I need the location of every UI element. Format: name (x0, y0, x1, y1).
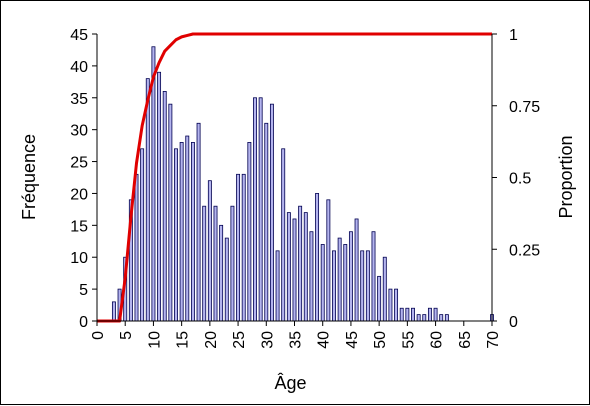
right-tick-label: 1 (509, 27, 518, 44)
bar-age-12 (162, 91, 167, 322)
bar-age-9 (145, 78, 150, 322)
right-tick-label: 0.75 (509, 99, 540, 116)
bar-age-33 (281, 148, 286, 322)
bar-age-50 (377, 275, 382, 322)
bottom-tick-label: 60 (429, 331, 446, 349)
bar-age-43 (337, 237, 342, 322)
bottom-tick-label: 55 (400, 331, 417, 349)
bar-age-13 (168, 103, 173, 322)
left-axis-ticks: 0 5 10 15 20 25 30 35 40 45 (70, 27, 97, 331)
bar-age-15 (179, 142, 184, 322)
bar-age-37 (303, 212, 308, 322)
bar-age-18 (196, 122, 201, 322)
bar-age-34 (286, 212, 291, 322)
left-tick-label: 30 (70, 123, 88, 140)
bar-age-60 (433, 307, 438, 322)
bottom-tick-label: 20 (203, 331, 220, 349)
bar-age-32 (275, 250, 280, 322)
bar-age-55 (405, 307, 410, 322)
bar-age-47 (360, 250, 365, 322)
bottom-tick-label: 40 (316, 331, 333, 349)
bar-age-59 (427, 307, 432, 322)
right-axis-ticks: 0 0.25 0.5 0.75 1 (492, 27, 540, 331)
bar-age-41 (326, 199, 331, 322)
bottom-tick-label: 25 (231, 331, 248, 349)
left-tick-label: 5 (79, 282, 88, 299)
bar-age-62 (444, 314, 449, 322)
bar-age-35 (292, 218, 297, 322)
bar-age-26 (241, 173, 246, 322)
bar-age-21 (213, 205, 218, 322)
bottom-tick-label: 30 (259, 331, 276, 349)
left-tick-label: 25 (70, 155, 88, 172)
bar-age-16 (185, 135, 190, 322)
bar-age-56 (411, 307, 415, 322)
x-axis-title: Âge (274, 373, 306, 393)
bar-age-40 (320, 244, 325, 322)
right-tick-label: 0 (509, 314, 518, 331)
bar-age-20 (207, 180, 212, 322)
bar-age-39 (315, 193, 320, 322)
bar-age-8 (140, 148, 145, 322)
bottom-axis-ticks: 0 5 10 15 20 25 30 35 40 45 50 55 60 65 70 (90, 321, 502, 349)
bar-age-14 (174, 148, 178, 322)
bar-age-27 (247, 142, 252, 322)
bar-age-24 (230, 205, 235, 322)
bar-age-46 (354, 218, 359, 322)
bottom-tick-label: 10 (146, 331, 163, 349)
bar-age-36 (298, 205, 303, 322)
bar-age-42 (332, 250, 336, 322)
bar-age-51 (382, 256, 387, 322)
bottom-tick-label: 35 (288, 331, 305, 349)
bar-age-11 (157, 71, 162, 322)
cumulative-proportion-line (97, 32, 492, 323)
right-tick-label: 0.5 (509, 171, 531, 188)
bar-age-31 (269, 103, 274, 322)
bar-age-25 (236, 173, 241, 322)
bottom-tick-label: 0 (90, 331, 107, 340)
cumulative-proportion-series (97, 32, 492, 323)
bottom-tick-label: 65 (457, 331, 474, 349)
bar-age-61 (439, 314, 444, 322)
bar-age-28 (253, 97, 257, 322)
bottom-tick-label: 50 (372, 331, 389, 349)
left-tick-label: 15 (70, 218, 88, 235)
bar-age-58 (422, 314, 427, 322)
bar-age-7 (134, 173, 139, 322)
bottom-tick-label: 45 (344, 331, 361, 349)
bottom-tick-label: 70 (485, 331, 502, 349)
bottom-tick-label: 5 (118, 331, 135, 340)
bottom-tick-label: 15 (175, 331, 192, 349)
bar-age-53 (394, 288, 399, 322)
y-axis-title: Fréquence (19, 134, 39, 220)
bar-age-30 (264, 122, 269, 322)
bar-age-54 (399, 307, 404, 322)
frequency-bars (111, 46, 494, 322)
bar-age-44 (343, 244, 348, 322)
bar-age-29 (258, 97, 263, 322)
bar-age-23 (224, 237, 229, 322)
bar-age-38 (309, 231, 314, 322)
bar-age-48 (365, 250, 370, 322)
left-tick-label: 45 (70, 27, 88, 44)
bar-age-45 (348, 231, 353, 322)
left-tick-label: 0 (79, 314, 88, 331)
bar-age-52 (388, 288, 393, 322)
left-tick-label: 10 (70, 250, 88, 267)
bar-age-19 (202, 205, 207, 322)
bar-age-17 (190, 142, 195, 322)
left-tick-label: 40 (70, 59, 88, 76)
left-tick-label: 35 (70, 91, 88, 108)
bar-age-49 (371, 231, 376, 322)
y2-axis-title: Proportion (556, 135, 576, 218)
bar-age-57 (416, 314, 421, 322)
left-tick-label: 20 (70, 186, 88, 203)
bar-age-10 (151, 46, 156, 322)
bar-age-3 (111, 301, 116, 322)
right-tick-label: 0.25 (509, 242, 540, 259)
bar-age-22 (219, 224, 224, 322)
